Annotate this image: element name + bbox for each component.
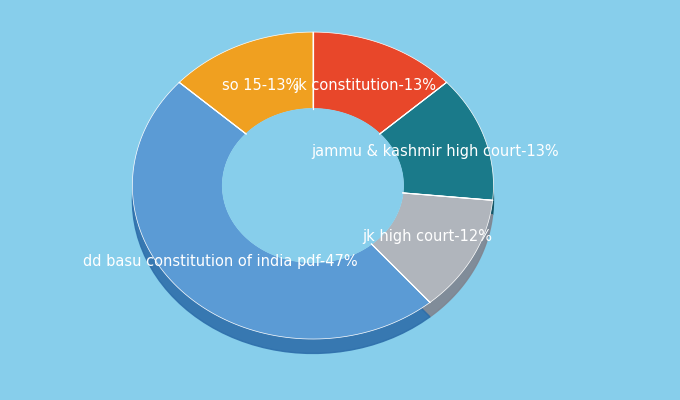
Polygon shape [313,32,447,134]
Polygon shape [379,97,494,215]
Polygon shape [180,32,313,134]
Polygon shape [133,97,430,354]
Text: jk constitution-13%: jk constitution-13% [294,78,436,93]
Text: jk high court-12%: jk high court-12% [362,229,492,244]
Polygon shape [371,207,492,317]
Polygon shape [180,46,313,148]
Polygon shape [313,46,447,148]
Polygon shape [379,82,494,200]
Polygon shape [222,109,403,262]
Text: dd basu constitution of india pdf-47%: dd basu constitution of india pdf-47% [83,254,358,269]
Polygon shape [133,82,430,339]
Polygon shape [371,193,492,302]
Text: so 15-13%: so 15-13% [222,78,299,93]
Text: jammu & kashmir high court-13%: jammu & kashmir high court-13% [311,144,559,158]
